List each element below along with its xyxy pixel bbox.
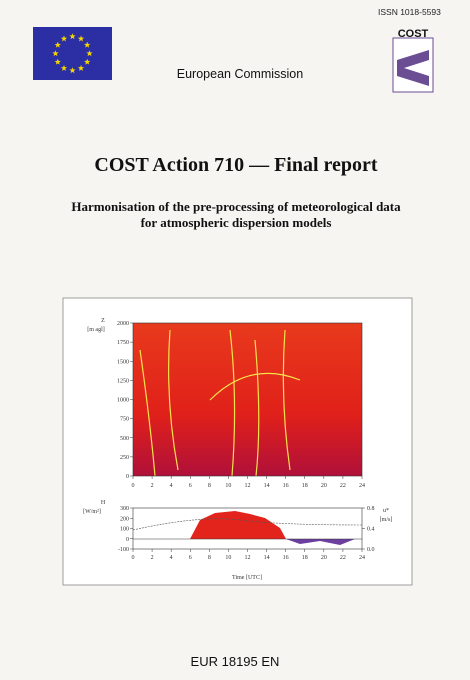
star [54,41,61,48]
star [52,50,59,57]
heatmap [133,323,362,476]
y-tick-label: 500 [120,436,129,442]
y-tick-label: 300 [120,506,129,512]
contour [168,329,179,471]
heat-flux-area [190,511,286,539]
star [84,58,91,65]
contour [209,372,301,401]
star [86,50,93,57]
y-tick-label: 250 [120,455,129,461]
issn: ISSN 1018-5593 [378,7,441,17]
y-tick-label: 1250 [117,378,129,384]
x-tick-label: 16 [283,483,289,489]
x-tick-label: 22 [340,555,346,561]
y-tick-label: 1500 [117,359,129,365]
y-tick-label: 1750 [117,340,129,346]
y-tick-label: 1000 [117,398,129,404]
cost-logo: COST [392,28,434,93]
y-tick-label: 200 [120,516,129,522]
report-number: EUR 18195 EN [191,654,280,669]
title: COST Action 710 — Final report [94,154,378,176]
subtitle-line: for atmospheric dispersion models [141,215,332,230]
x-tick-label: 20 [321,555,327,561]
axis-label: H [101,500,106,506]
ustar-curve [132,518,363,531]
x-tick-label: 6 [189,483,192,489]
x-tick-label: 2 [151,555,154,561]
star [54,58,61,65]
y-tick-label: 0 [126,537,129,543]
x-tick-label: 10 [225,555,231,561]
x-tick-label: 12 [245,555,251,561]
x-tick-label: 0 [132,555,135,561]
contour [254,339,260,477]
y-tick-label: 0.4 [367,527,375,533]
y-tick-label: 100 [120,527,129,533]
y-tick-label: 750 [120,417,129,423]
contours [139,329,301,477]
x-tick-label: 24 [359,483,365,489]
x-tick-label: 0 [132,483,135,489]
publisher: European Commission [177,67,303,81]
x-tick-label: 12 [245,483,251,489]
contour [229,329,236,477]
star [60,35,68,42]
axis-label: [m agl] [87,327,105,333]
contour [139,349,156,477]
logo-text: COST [398,28,429,40]
star [77,64,85,71]
axis-label: [m/s] [380,517,393,523]
star [60,64,68,71]
x-tick-label: 24 [359,555,365,561]
x-tick-label: 10 [225,483,231,489]
star [69,67,76,74]
x-tick-label: 14 [264,483,270,489]
star [69,33,76,40]
x-tick-label: 16 [283,555,289,561]
x-tick-label: 8 [208,555,211,561]
y-tick-label: -100 [118,547,129,553]
x-tick-label: 18 [302,483,308,489]
x-tick-label: 8 [208,483,211,489]
subtitle-line: Harmonisation of the pre-processing of m… [71,199,401,214]
contour [282,329,291,471]
x-tick-label: 22 [340,483,346,489]
axes: 0 2 4 6 8 10 12 14 16 18 20 22 240250500750100012501… [83,318,392,581]
x-tick-label: 20 [321,483,327,489]
axis-label: [W/m²] [83,509,101,515]
x-tick-label: 6 [189,555,192,561]
logo-shape [397,50,429,86]
x-tick-label: 4 [170,483,173,489]
star [77,35,85,42]
y-tick-label: 2000 [117,321,129,327]
x-tick-label: 14 [264,555,270,561]
y-tick-label: 0.0 [367,547,375,553]
axis-label: Z [101,318,105,324]
y-tick-label: 0 [126,474,129,480]
axis-label: u* [383,508,389,514]
x-tick-label: 2 [151,483,154,489]
eu-flag [33,27,112,80]
axis-label: Time [UTC] [232,575,262,581]
y-tick-label: 0.8 [367,506,375,512]
x-tick-label: 18 [302,555,308,561]
star [84,41,91,48]
x-tick-label: 4 [170,555,173,561]
negative-flux-area [286,539,355,545]
